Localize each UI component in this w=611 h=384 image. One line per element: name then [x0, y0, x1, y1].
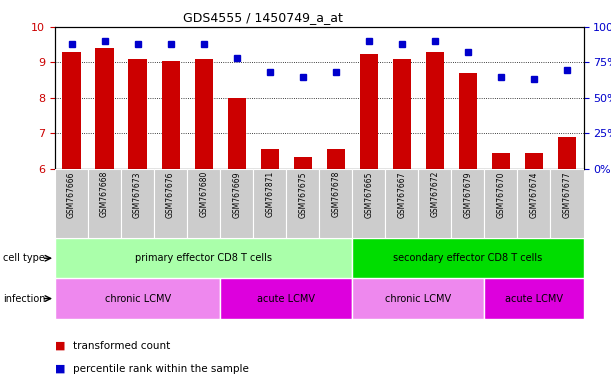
- Bar: [286, 169, 320, 238]
- Text: cell type: cell type: [3, 253, 45, 263]
- Text: ■: ■: [55, 364, 65, 374]
- Bar: [386, 169, 419, 238]
- Bar: [253, 169, 286, 238]
- Bar: [551, 169, 584, 238]
- Text: GSM767667: GSM767667: [397, 171, 406, 217]
- Text: GSM767676: GSM767676: [166, 171, 175, 217]
- Text: GSM767666: GSM767666: [67, 171, 76, 217]
- Bar: [95, 48, 114, 169]
- Bar: [492, 153, 510, 169]
- Bar: [128, 59, 147, 169]
- Bar: [62, 52, 81, 169]
- Text: GSM767675: GSM767675: [298, 171, 307, 217]
- Text: acute LCMV: acute LCMV: [505, 293, 563, 304]
- Text: ■: ■: [55, 341, 65, 351]
- Bar: [261, 149, 279, 169]
- Bar: [393, 59, 411, 169]
- Bar: [55, 238, 353, 278]
- Bar: [452, 169, 485, 238]
- Bar: [485, 169, 518, 238]
- Bar: [518, 169, 551, 238]
- Text: GSM767670: GSM767670: [496, 171, 505, 217]
- Text: GSM767674: GSM767674: [530, 171, 538, 217]
- Bar: [327, 149, 345, 169]
- Text: acute LCMV: acute LCMV: [257, 293, 315, 304]
- Text: GSM767871: GSM767871: [265, 171, 274, 217]
- Text: primary effector CD8 T cells: primary effector CD8 T cells: [135, 253, 272, 263]
- Bar: [227, 98, 246, 169]
- Bar: [353, 169, 386, 238]
- Text: GSM767680: GSM767680: [199, 171, 208, 217]
- Text: GSM767677: GSM767677: [563, 171, 571, 217]
- Bar: [161, 61, 180, 169]
- Bar: [459, 73, 477, 169]
- Text: chronic LCMV: chronic LCMV: [386, 293, 452, 304]
- Text: GSM767679: GSM767679: [463, 171, 472, 217]
- Bar: [88, 169, 121, 238]
- Bar: [187, 169, 220, 238]
- Bar: [360, 53, 378, 169]
- Bar: [220, 169, 253, 238]
- Text: GDS4555 / 1450749_a_at: GDS4555 / 1450749_a_at: [183, 12, 343, 25]
- Bar: [154, 169, 187, 238]
- Bar: [353, 238, 584, 278]
- Text: GSM767669: GSM767669: [232, 171, 241, 217]
- Bar: [55, 278, 220, 319]
- Text: GSM767668: GSM767668: [100, 171, 109, 217]
- Bar: [353, 278, 485, 319]
- Text: percentile rank within the sample: percentile rank within the sample: [73, 364, 249, 374]
- Text: infection: infection: [3, 293, 46, 304]
- Text: GSM767672: GSM767672: [430, 171, 439, 217]
- Bar: [121, 169, 154, 238]
- Bar: [558, 137, 576, 169]
- Bar: [525, 153, 543, 169]
- Bar: [426, 52, 444, 169]
- Text: transformed count: transformed count: [73, 341, 170, 351]
- Text: GSM767673: GSM767673: [133, 171, 142, 217]
- Bar: [319, 169, 353, 238]
- Bar: [294, 157, 312, 169]
- Bar: [194, 59, 213, 169]
- Bar: [220, 278, 353, 319]
- Text: chronic LCMV: chronic LCMV: [104, 293, 170, 304]
- Bar: [55, 169, 88, 238]
- Text: secondary effector CD8 T cells: secondary effector CD8 T cells: [393, 253, 543, 263]
- Text: GSM767678: GSM767678: [331, 171, 340, 217]
- Text: GSM767665: GSM767665: [364, 171, 373, 217]
- Bar: [419, 169, 452, 238]
- Bar: [485, 278, 584, 319]
